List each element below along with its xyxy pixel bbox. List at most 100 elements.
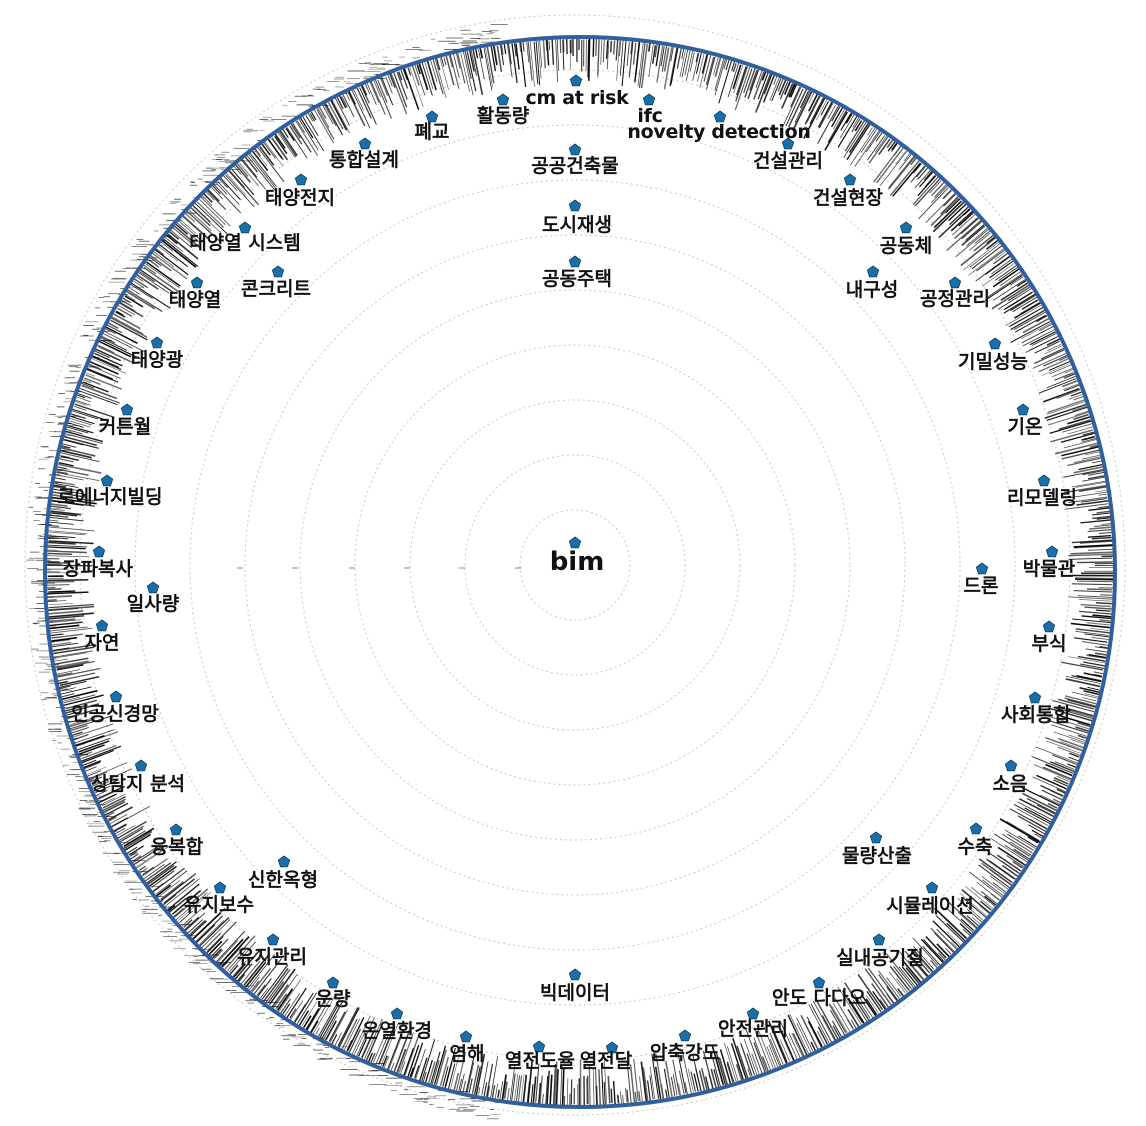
node-label-o_apchukgangdo: 압축강도	[650, 1042, 720, 1064]
edge-fringe-line	[1096, 610, 1111, 611]
edge-fringe-line	[58, 467, 67, 469]
edge-fringe-line	[196, 916, 223, 942]
node-marker-o_jangpaboksa	[93, 546, 104, 557]
edge-fringe-line	[557, 40, 558, 71]
labels-layer: bim공공건축물도시재생공동주택빅데이터드론일사량콘크리트 내구성물량산출신한옥형…	[58, 87, 1077, 1072]
node-label-o_taeyangyeolsystem: 태양열 시스템	[189, 232, 301, 254]
edge-fringe-line	[290, 1009, 296, 1018]
edge-fringe-line	[45, 582, 74, 583]
node-label-n_drone: 드론	[964, 575, 999, 597]
node-marker-o_simulation	[926, 882, 937, 893]
edge-fringe-line	[300, 117, 313, 138]
edge-fringe-line	[596, 1067, 597, 1105]
edge-fringe-line	[1069, 394, 1083, 399]
edge-fringe-line	[47, 585, 69, 586]
edge-fringe-line	[634, 43, 636, 65]
node-label-o_pegyo: 폐교	[415, 121, 450, 143]
edge-fringe-line	[1018, 816, 1047, 832]
edge-fringe-line	[763, 1057, 769, 1073]
node-label-n_concrete: 콘크리트	[241, 278, 311, 300]
node-marker-o_geonseolhyeonjang	[844, 174, 855, 185]
edge-fringe-line	[666, 1090, 668, 1099]
edge-fringe-line	[534, 42, 538, 84]
edge-fringe-line	[563, 1067, 564, 1105]
edge-fringe-line	[1058, 747, 1081, 756]
edge-fringe-line	[1084, 634, 1109, 637]
node-label-n_sinhanokhyeong: 신한옥형	[248, 869, 318, 891]
edge-fringe-line	[635, 1092, 636, 1103]
node-label-o_unryang: 운량	[316, 988, 351, 1010]
edge-fringe-line	[92, 359, 126, 374]
edge-fringe-line	[915, 170, 931, 188]
node-label-n_naeguseong: 내구성	[846, 279, 898, 301]
edge-fringe-line	[111, 317, 143, 334]
edge-fringe-line	[1100, 620, 1111, 621]
edge-fringe-line	[78, 745, 105, 755]
node-marker-o_sahoetonghap	[1029, 692, 1040, 703]
edge-fringe-line	[83, 762, 100, 769]
edge-fringe-line	[225, 172, 245, 195]
node-label-o_gongdongche: 공동체	[880, 235, 932, 257]
node-label-n_bigdata: 빅데이터	[540, 982, 610, 1004]
node-label-o_jayeon: 자연	[85, 632, 120, 654]
node-label-o_simulation: 시뮬레이션	[886, 895, 973, 917]
node-marker-o_taeyanggwang	[151, 337, 162, 348]
node-label-o_zeroenergy: 로에너지빌딩	[58, 486, 163, 508]
node-marker-o_busik	[1043, 621, 1054, 632]
edge-fringe-line	[1052, 755, 1077, 765]
edge-fringe-line	[982, 877, 1005, 894]
node-marker-o_jayeon	[96, 620, 107, 631]
edge-fringe-line	[1089, 527, 1111, 529]
node-marker-o_gongjeonggwalli	[949, 277, 960, 288]
edge-fringe-line	[1050, 762, 1075, 772]
edge-fringe-line	[218, 182, 239, 205]
edge-fringe-line	[1088, 508, 1109, 511]
edge-fringe-line	[543, 1094, 544, 1103]
node-label-o_silnaegonggijil: 실내공기질	[836, 947, 923, 969]
edge-fringe-line	[441, 56, 444, 67]
edge-fringe-line	[552, 39, 553, 65]
edge-fringe-line	[611, 41, 612, 52]
edge-fringe-line	[520, 41, 525, 88]
edge-fringe-line	[636, 42, 640, 75]
edge-fringe-line	[604, 1082, 605, 1105]
edge-fringe-line	[931, 928, 955, 952]
node-marker-o_suchuk	[970, 823, 981, 834]
edge-fringe-line	[1099, 494, 1107, 495]
edge-fringe-line	[57, 472, 68, 474]
edge-fringe-line	[46, 556, 90, 557]
node-marker-n_sinhanokhyeong	[278, 856, 289, 867]
edge-fringe-line	[1070, 552, 1114, 554]
edge-fringe-line	[850, 122, 869, 152]
node-marker-o_yungbokhap	[170, 824, 181, 835]
edge-fringe-line	[51, 509, 65, 511]
edge-fringe-line	[977, 249, 1006, 271]
edge-fringe-line	[60, 677, 99, 686]
node-marker-o_gimilseongneung	[989, 338, 1000, 349]
edge-fringe-line	[727, 1062, 733, 1083]
edge-fringe-line	[593, 37, 594, 57]
edge-fringe-line	[1087, 623, 1110, 625]
edge-fringe-line	[1092, 461, 1102, 463]
edge-fringe-line	[1095, 490, 1107, 492]
edge-fringe-line	[1099, 532, 1113, 533]
edge-fringe-line	[598, 40, 599, 78]
edge-fringe-line	[49, 525, 59, 526]
edge-fringe-line	[49, 522, 74, 524]
edge-fringe-line	[124, 832, 152, 849]
edge-fringe-line	[1079, 611, 1113, 614]
node-marker-o_unryang	[327, 977, 338, 988]
node-label-o_geonseolgwalli: 건설관리	[753, 150, 823, 172]
edge-fringe-line	[1092, 538, 1112, 539]
edge-fringe-line	[547, 39, 549, 66]
edge-fringe-line	[1092, 637, 1110, 639]
edge-fringe-line	[1087, 589, 1112, 590]
edge-fringe-line	[690, 52, 694, 71]
edge-fringe-line	[80, 388, 120, 403]
edge-fringe-line	[380, 78, 387, 96]
node-marker-n_naeguseong	[867, 266, 878, 277]
edge-fringe-line	[627, 1090, 628, 1103]
edge-fringe-line	[601, 39, 602, 65]
node-marker-n_gongdongjutaek	[569, 256, 580, 267]
